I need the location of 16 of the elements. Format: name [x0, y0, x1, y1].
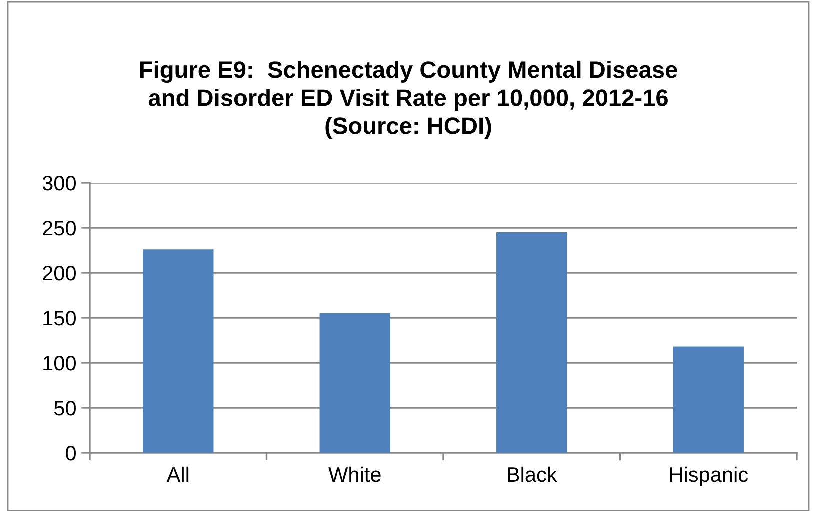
bar — [143, 250, 214, 453]
y-tick-label: 200 — [43, 266, 76, 281]
x-tick-label: Black — [508, 466, 558, 482]
x-tick-label: White — [328, 466, 381, 482]
bar — [320, 314, 390, 453]
y-tick-label: 100 — [44, 356, 76, 371]
chart-title: Figure E9: Schenectady County Mental Disease and Disorder ED Visit Rate per 10,000, 2012-16 (Source: HCDI) — [140, 60, 678, 140]
y-tick-label: 250 — [43, 221, 76, 236]
x-tick-label: Hispanic — [670, 466, 748, 486]
y-tick-label: 300 — [42, 176, 76, 191]
y-tick-label: 150 — [44, 311, 76, 326]
y-tick-label: 0 — [66, 446, 76, 461]
x-tick-label: All — [166, 466, 189, 482]
y-tick-label: 50 — [54, 401, 76, 416]
bar — [496, 232, 568, 453]
bar — [673, 346, 744, 453]
